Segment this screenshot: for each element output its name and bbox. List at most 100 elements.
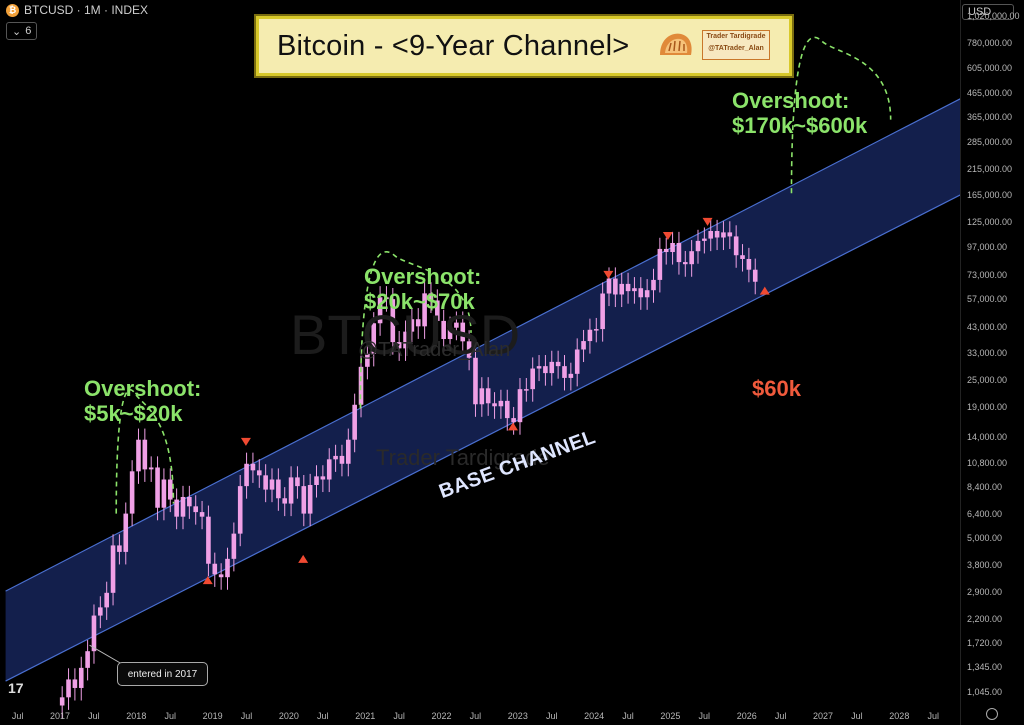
currency-selector[interactable]: USD: [962, 4, 1014, 20]
candle-body: [587, 329, 593, 342]
candle-body: [466, 341, 472, 358]
channel-upper-line: [5, 98, 960, 592]
candle-body: [702, 238, 707, 241]
overshoot-arc: [790, 36, 892, 194]
author-badge: Trader Tardigrade @TATrader_Alan: [702, 30, 770, 60]
candle-body: [212, 563, 218, 575]
candle-body: [244, 463, 249, 487]
y-tick-label: 605,000.00: [967, 62, 1013, 73]
overshoot-arc: [359, 251, 472, 409]
y-tick-label: 33,000.00: [967, 348, 1008, 359]
annotation-line2: $170k~$600k: [732, 113, 868, 138]
candle-body: [352, 404, 357, 440]
candle-body: [714, 231, 720, 238]
candle-body: [428, 293, 434, 301]
candle-body: [231, 533, 237, 559]
candle-body: [282, 498, 288, 504]
y-tick-label: 1,720.00: [967, 638, 1003, 649]
x-tick-label: 2028: [889, 711, 910, 721]
candle-body: [123, 513, 129, 552]
candle-body: [670, 242, 675, 253]
candle-body: [504, 400, 510, 419]
annotation-line2: $20k~$70k: [364, 289, 475, 314]
x-tick-label: Jul: [393, 711, 405, 721]
callout-connector: [89, 644, 123, 665]
candle-body: [752, 269, 758, 282]
candle-body: [155, 467, 160, 508]
candle-body: [91, 615, 97, 652]
indicator-toggle[interactable]: ⌄ 6: [6, 22, 38, 40]
low-marker: [202, 576, 213, 585]
candle-body: [524, 389, 529, 391]
annotation-line2: $5k~$20k: [84, 401, 183, 426]
candle-body: [727, 232, 733, 237]
y-tick-label: 97,000.00: [967, 242, 1008, 253]
channel-lower-line: [5, 194, 960, 682]
tardigrade-logo-icon: [660, 33, 692, 55]
y-tick-label: 1,020,000.00: [967, 11, 1020, 22]
symbol-header[interactable]: ₿ BTCUSD · 1M · INDEX: [6, 3, 148, 17]
candle-body: [136, 439, 141, 472]
candle-body: [263, 475, 268, 490]
price-axis[interactable]: [960, 0, 1024, 725]
candle-body: [479, 388, 485, 405]
low-marker: [507, 422, 518, 431]
candle-body: [218, 574, 224, 578]
y-tick-label: 25,000.00: [967, 375, 1008, 386]
candle-body: [346, 439, 351, 464]
candle-body: [72, 679, 78, 688]
x-tick-label: Jul: [240, 711, 253, 721]
chevron-down-icon: ⌄: [12, 25, 22, 38]
candle-body: [485, 388, 491, 404]
candle-body: [371, 323, 377, 354]
x-tick-label: Jul: [774, 711, 787, 721]
x-tick-label: Jul: [164, 711, 176, 721]
callout-entered-2017: entered in 2017: [117, 662, 208, 686]
candle-body: [333, 455, 338, 460]
candle-body: [199, 512, 205, 517]
candle-body: [733, 236, 739, 256]
candle-body: [651, 279, 656, 291]
candle-body: [384, 297, 389, 300]
x-tick-label: Jul: [927, 711, 939, 721]
candle-body: [460, 322, 466, 342]
x-tick-label: Jul: [88, 711, 100, 721]
candle-body: [562, 366, 567, 378]
candle-body: [568, 373, 574, 378]
high-marker: [662, 231, 673, 240]
y-tick-label: 5,000.00: [967, 533, 1003, 544]
candle-body: [301, 486, 307, 514]
candle-body: [295, 477, 300, 487]
annotation-overshoot-2017: Overshoot: $5k~$20k: [84, 376, 201, 426]
y-tick-label: 2,900.00: [967, 586, 1003, 597]
tradingview-logo: 17: [8, 680, 24, 696]
high-marker: [702, 217, 713, 226]
bitcoin-icon: ₿: [6, 3, 19, 17]
candle-body: [708, 231, 714, 239]
annotation-line1: Overshoot:: [84, 376, 202, 401]
candle-body: [415, 319, 421, 327]
candle-body: [454, 322, 459, 328]
candle-body: [307, 484, 313, 514]
candle-body: [237, 486, 243, 534]
candle-body: [193, 506, 199, 513]
settings-icon[interactable]: [986, 708, 998, 720]
x-tick-label: 2020: [278, 711, 299, 721]
y-tick-label: 465,000.00: [967, 88, 1013, 99]
candle-body: [365, 353, 370, 367]
candle-body: [85, 651, 90, 668]
candle-body: [663, 248, 669, 253]
candle-body: [447, 327, 453, 340]
candle-body: [549, 361, 555, 374]
candle-body: [225, 558, 230, 578]
x-tick-label: 2025: [660, 711, 681, 721]
y-tick-label: 57,000.00: [967, 294, 1008, 305]
low-marker: [759, 286, 770, 295]
y-tick-label: 2,200.00: [967, 613, 1003, 624]
x-tick-label: Jul: [11, 711, 24, 721]
y-tick-label: 365,000.00: [967, 112, 1013, 123]
y-tick-label: 3,800.00: [967, 560, 1003, 571]
candle-body: [206, 516, 211, 564]
candle-body: [314, 476, 319, 485]
y-tick-label: 6,400.00: [967, 509, 1003, 520]
